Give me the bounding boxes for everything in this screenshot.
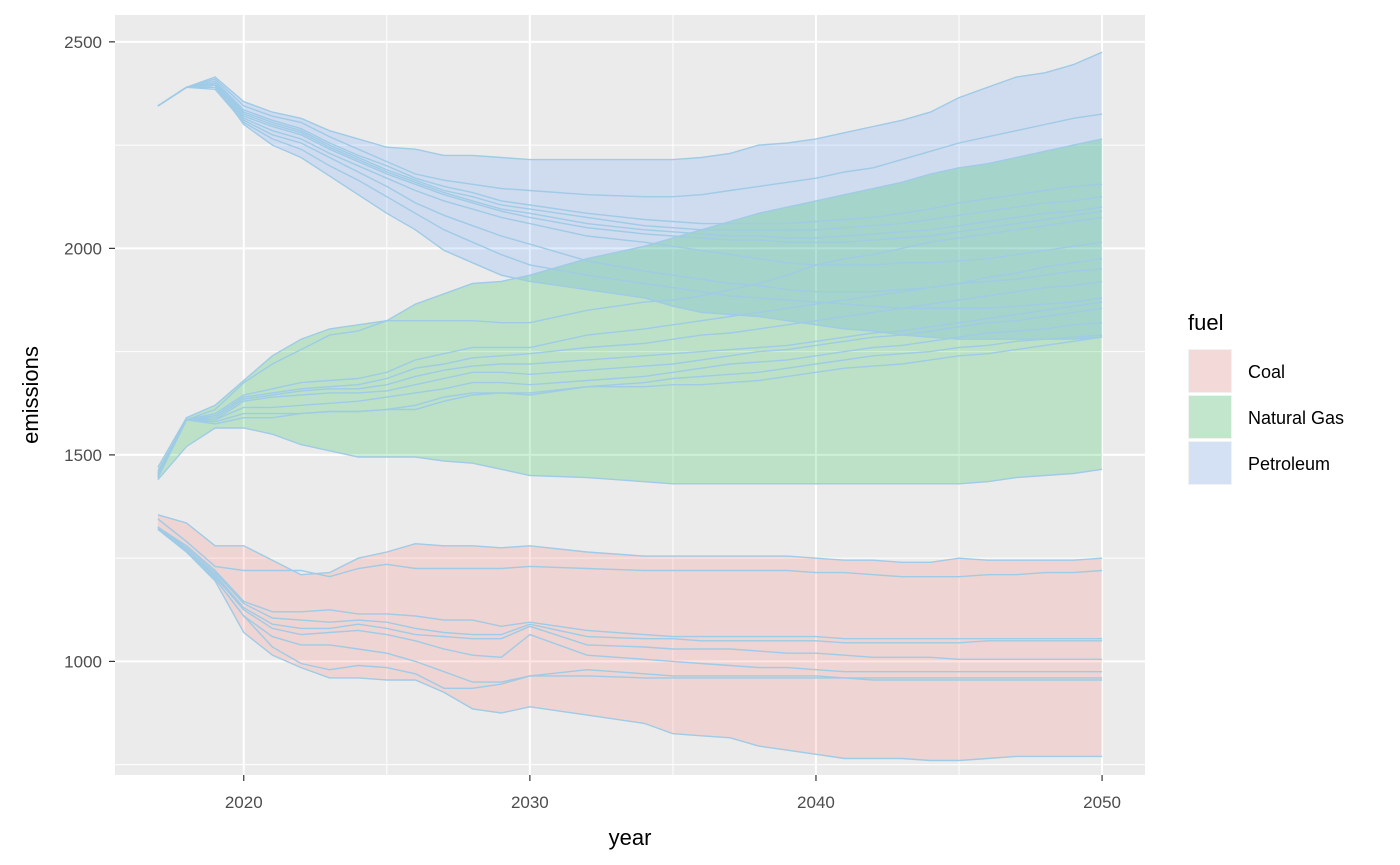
coal-scenario-line-9 (157, 528, 1103, 762)
petroleum-scenario-line-10 (157, 84, 1103, 340)
natural-gas-scenario-line-3 (157, 258, 1103, 474)
x-axis-title: year (609, 825, 652, 850)
natural-gas-scenario-line-9 (157, 336, 1103, 478)
coal-scenario-line-4 (157, 526, 1103, 644)
legend-label-petroleum: Petroleum (1248, 454, 1330, 474)
legend-key-coal (1189, 350, 1231, 392)
plot-panel (115, 15, 1145, 775)
legend: fuel Coal Natural Gas Petroleum (1188, 310, 1344, 485)
legend-label-natural-gas: Natural Gas (1248, 408, 1344, 428)
x-axis: 2020 2030 2040 2050 (225, 775, 1121, 812)
natural-gas-scenario-line-7 (157, 322, 1103, 478)
minor-gridlines (115, 15, 1145, 775)
natural-gas-scenario-line-1 (157, 138, 1103, 468)
petroleum-scenario-line-9 (157, 86, 1103, 309)
coal-scenario-line-1 (157, 514, 1103, 576)
x-tick-label: 2050 (1083, 793, 1121, 812)
x-tick-label: 2040 (797, 793, 835, 812)
y-tick-label: 1000 (64, 652, 102, 671)
petroleum-scenario-line-4 (157, 82, 1103, 231)
coal-scenario-line-6 (157, 528, 1103, 673)
scenario-lines (157, 51, 1103, 762)
coal-scenario-line-2 (157, 518, 1103, 578)
legend-key-bg-petroleum (1188, 441, 1232, 485)
x-tick-label: 2020 (225, 793, 263, 812)
y-axis-title: emissions (18, 346, 43, 444)
petroleum-scenario-line-2 (157, 78, 1103, 198)
legend-title: fuel (1188, 310, 1223, 335)
y-axis: 1000 1500 2000 2500 (64, 33, 115, 671)
petroleum-scenario-line-6 (157, 84, 1103, 243)
legend-key-natural-gas (1189, 396, 1231, 438)
coal-scenario-line-8 (157, 528, 1103, 689)
legend-label-coal: Coal (1248, 362, 1285, 382)
legend-key-bg-coal (1188, 349, 1232, 393)
legend-key-bg-natural-gas (1188, 395, 1232, 439)
natural-gas-scenario-line-2 (157, 216, 1103, 472)
coal-scenario-line-7 (157, 528, 1103, 683)
y-tick-label: 2000 (64, 239, 102, 258)
natural-gas-scenario-line-5 (157, 301, 1103, 476)
coal-scenario-line-3 (157, 526, 1103, 640)
natural-gas-scenario-line-4 (157, 280, 1103, 474)
coal-scenario-line-5 (157, 526, 1103, 660)
petroleum-scenario-line-3 (157, 80, 1103, 225)
y-tick-label: 2500 (64, 33, 102, 52)
natural-gas-scenario-line-6 (157, 307, 1103, 476)
legend-key-petroleum (1189, 442, 1231, 484)
petroleum-scenario-line-1 (157, 51, 1103, 161)
petroleum-scenario-line-7 (157, 84, 1103, 266)
x-tick-label: 2030 (511, 793, 549, 812)
y-tick-label: 1500 (64, 446, 102, 465)
natural-gas-band (157, 138, 1103, 484)
petroleum-scenario-line-5 (157, 82, 1103, 239)
natural-gas-scenario-line-10 (157, 427, 1103, 485)
